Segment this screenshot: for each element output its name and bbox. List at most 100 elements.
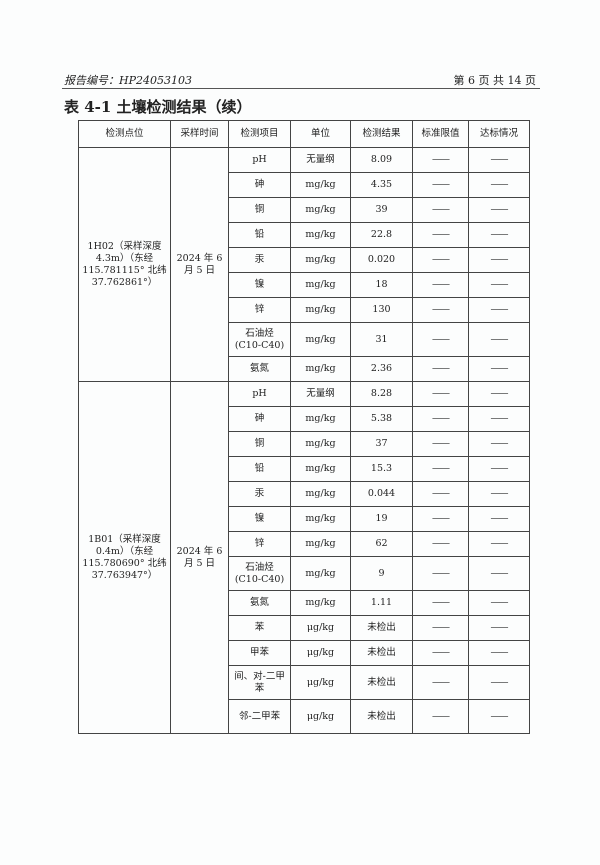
result-cell: 4.35 bbox=[350, 172, 413, 198]
report-number: 报告编号：HP24053103 bbox=[64, 74, 192, 87]
table-row: 1H02（采样深度4.3m）（东经115.781115° 北纬 37.76286… bbox=[78, 147, 530, 382]
status-cell: —— bbox=[468, 699, 530, 734]
unit-cell: μg/kg bbox=[290, 665, 351, 700]
result-cell: 130 bbox=[350, 297, 413, 323]
unit-cell: mg/kg bbox=[290, 481, 351, 507]
unit-cell: mg/kg bbox=[290, 431, 351, 457]
header-divider bbox=[62, 88, 540, 89]
status-cell: —— bbox=[468, 431, 530, 457]
status-cell: —— bbox=[468, 456, 530, 482]
limit-cell: —— bbox=[412, 556, 469, 591]
status-cell: —— bbox=[468, 247, 530, 273]
result-cell: 未检出 bbox=[350, 665, 413, 700]
limit-cell: —— bbox=[412, 356, 469, 382]
results-table: 检测点位 采样时间 检测项目 单位 检测结果 标准限值 达标情况 1H02（采样深度4.3m… bbox=[78, 120, 530, 734]
item-cell: 石油烃 (C10-C40) bbox=[228, 556, 291, 591]
table-row: 1B01（采样深度 0.4m）（东经 115.780690° 北纬 37.763… bbox=[78, 381, 530, 734]
status-cell: —— bbox=[468, 356, 530, 382]
limit-cell: —— bbox=[412, 699, 469, 734]
result-cell: 9 bbox=[350, 556, 413, 591]
unit-cell: mg/kg bbox=[290, 531, 351, 557]
table-row: 砷 mg/kg 4.35 —— —— bbox=[79, 172, 530, 198]
unit-cell: mg/kg bbox=[290, 297, 351, 323]
table-row: 镍 mg/kg 19 —— —— bbox=[79, 506, 530, 532]
table-row: 镍 mg/kg 18 —— —— bbox=[79, 272, 530, 298]
item-cell: 间、对-二甲苯 bbox=[228, 665, 291, 700]
result-cell: 62 bbox=[350, 531, 413, 557]
status-cell: —— bbox=[468, 147, 530, 173]
item-cell: 铅 bbox=[228, 456, 291, 482]
unit-cell: mg/kg bbox=[290, 590, 351, 616]
result-cell: 37 bbox=[350, 431, 413, 457]
limit-cell: —— bbox=[412, 665, 469, 700]
status-cell: —— bbox=[468, 481, 530, 507]
item-cell: 锌 bbox=[228, 297, 291, 323]
item-cell: 氨氮 bbox=[228, 356, 291, 382]
status-cell: —— bbox=[468, 381, 530, 407]
result-cell: 39 bbox=[350, 197, 413, 223]
limit-cell: —— bbox=[412, 506, 469, 532]
limit-cell: —— bbox=[412, 406, 469, 432]
unit-cell: mg/kg bbox=[290, 356, 351, 382]
item-cell: 铜 bbox=[228, 197, 291, 223]
limit-cell: —— bbox=[412, 222, 469, 248]
status-cell: —— bbox=[468, 222, 530, 248]
item-cell: 铅 bbox=[228, 222, 291, 248]
table-header-row: 检测点位 采样时间 检测项目 单位 检测结果 标准限值 达标情况 bbox=[78, 120, 530, 148]
item-cell: 甲苯 bbox=[228, 640, 291, 666]
limit-cell: —— bbox=[412, 481, 469, 507]
limit-cell: —— bbox=[412, 640, 469, 666]
date-cell: 2024 年 6 月 5 日 bbox=[170, 381, 229, 734]
item-cell: pH bbox=[228, 147, 291, 173]
result-cell: 8.09 bbox=[350, 147, 413, 173]
limit-cell: —— bbox=[412, 247, 469, 273]
limit-cell: —— bbox=[412, 381, 469, 407]
result-cell: 未检出 bbox=[350, 615, 413, 641]
item-cell: pH bbox=[228, 381, 291, 407]
limit-cell: —— bbox=[412, 147, 469, 173]
unit-cell: mg/kg bbox=[290, 556, 351, 591]
limit-cell: —— bbox=[412, 431, 469, 457]
limit-cell: —— bbox=[412, 297, 469, 323]
table-row: 氨氮 mg/kg 2.36 —— —— bbox=[79, 356, 530, 382]
status-cell: —— bbox=[468, 556, 530, 591]
unit-cell: mg/kg bbox=[290, 406, 351, 432]
table-row: 砷 mg/kg 5.38 —— —— bbox=[79, 406, 530, 432]
limit-cell: —— bbox=[412, 172, 469, 198]
unit-cell: mg/kg bbox=[290, 272, 351, 298]
result-cell: 15.3 bbox=[350, 456, 413, 482]
result-cell: 18 bbox=[350, 272, 413, 298]
item-cell: 汞 bbox=[228, 247, 291, 273]
status-cell: —— bbox=[468, 172, 530, 198]
status-cell: —— bbox=[468, 531, 530, 557]
unit-cell: mg/kg bbox=[290, 456, 351, 482]
unit-cell: μg/kg bbox=[290, 615, 351, 641]
unit-cell: mg/kg bbox=[290, 197, 351, 223]
unit-cell: mg/kg bbox=[290, 247, 351, 273]
table-row: 邻-二甲苯 μg/kg 未检出 —— —— bbox=[79, 699, 530, 734]
item-cell: 石油烃 (C10-C40) bbox=[228, 322, 291, 357]
limit-cell: —— bbox=[412, 272, 469, 298]
result-cell: 5.38 bbox=[350, 406, 413, 432]
status-cell: —— bbox=[468, 665, 530, 700]
status-cell: —— bbox=[468, 640, 530, 666]
status-cell: —— bbox=[468, 406, 530, 432]
unit-cell: mg/kg bbox=[290, 172, 351, 198]
column-header: 检测点位 bbox=[78, 120, 171, 148]
item-cell: 苯 bbox=[228, 615, 291, 641]
item-cell: 邻-二甲苯 bbox=[228, 699, 291, 734]
item-cell: 砷 bbox=[228, 172, 291, 198]
limit-cell: —— bbox=[412, 322, 469, 357]
result-cell: 0.020 bbox=[350, 247, 413, 273]
table-row: 汞 mg/kg 0.044 —— —— bbox=[79, 481, 530, 507]
result-cell: 未检出 bbox=[350, 640, 413, 666]
item-cell: 氨氮 bbox=[228, 590, 291, 616]
limit-cell: —— bbox=[412, 590, 469, 616]
result-cell: 0.044 bbox=[350, 481, 413, 507]
table-title: 表 4-1 土壤检测结果（续） bbox=[64, 98, 252, 116]
limit-cell: —— bbox=[412, 456, 469, 482]
status-cell: —— bbox=[468, 506, 530, 532]
result-cell: 未检出 bbox=[350, 699, 413, 734]
table-row: 苯 μg/kg 未检出 —— —— bbox=[79, 615, 530, 641]
result-cell: 2.36 bbox=[350, 356, 413, 382]
